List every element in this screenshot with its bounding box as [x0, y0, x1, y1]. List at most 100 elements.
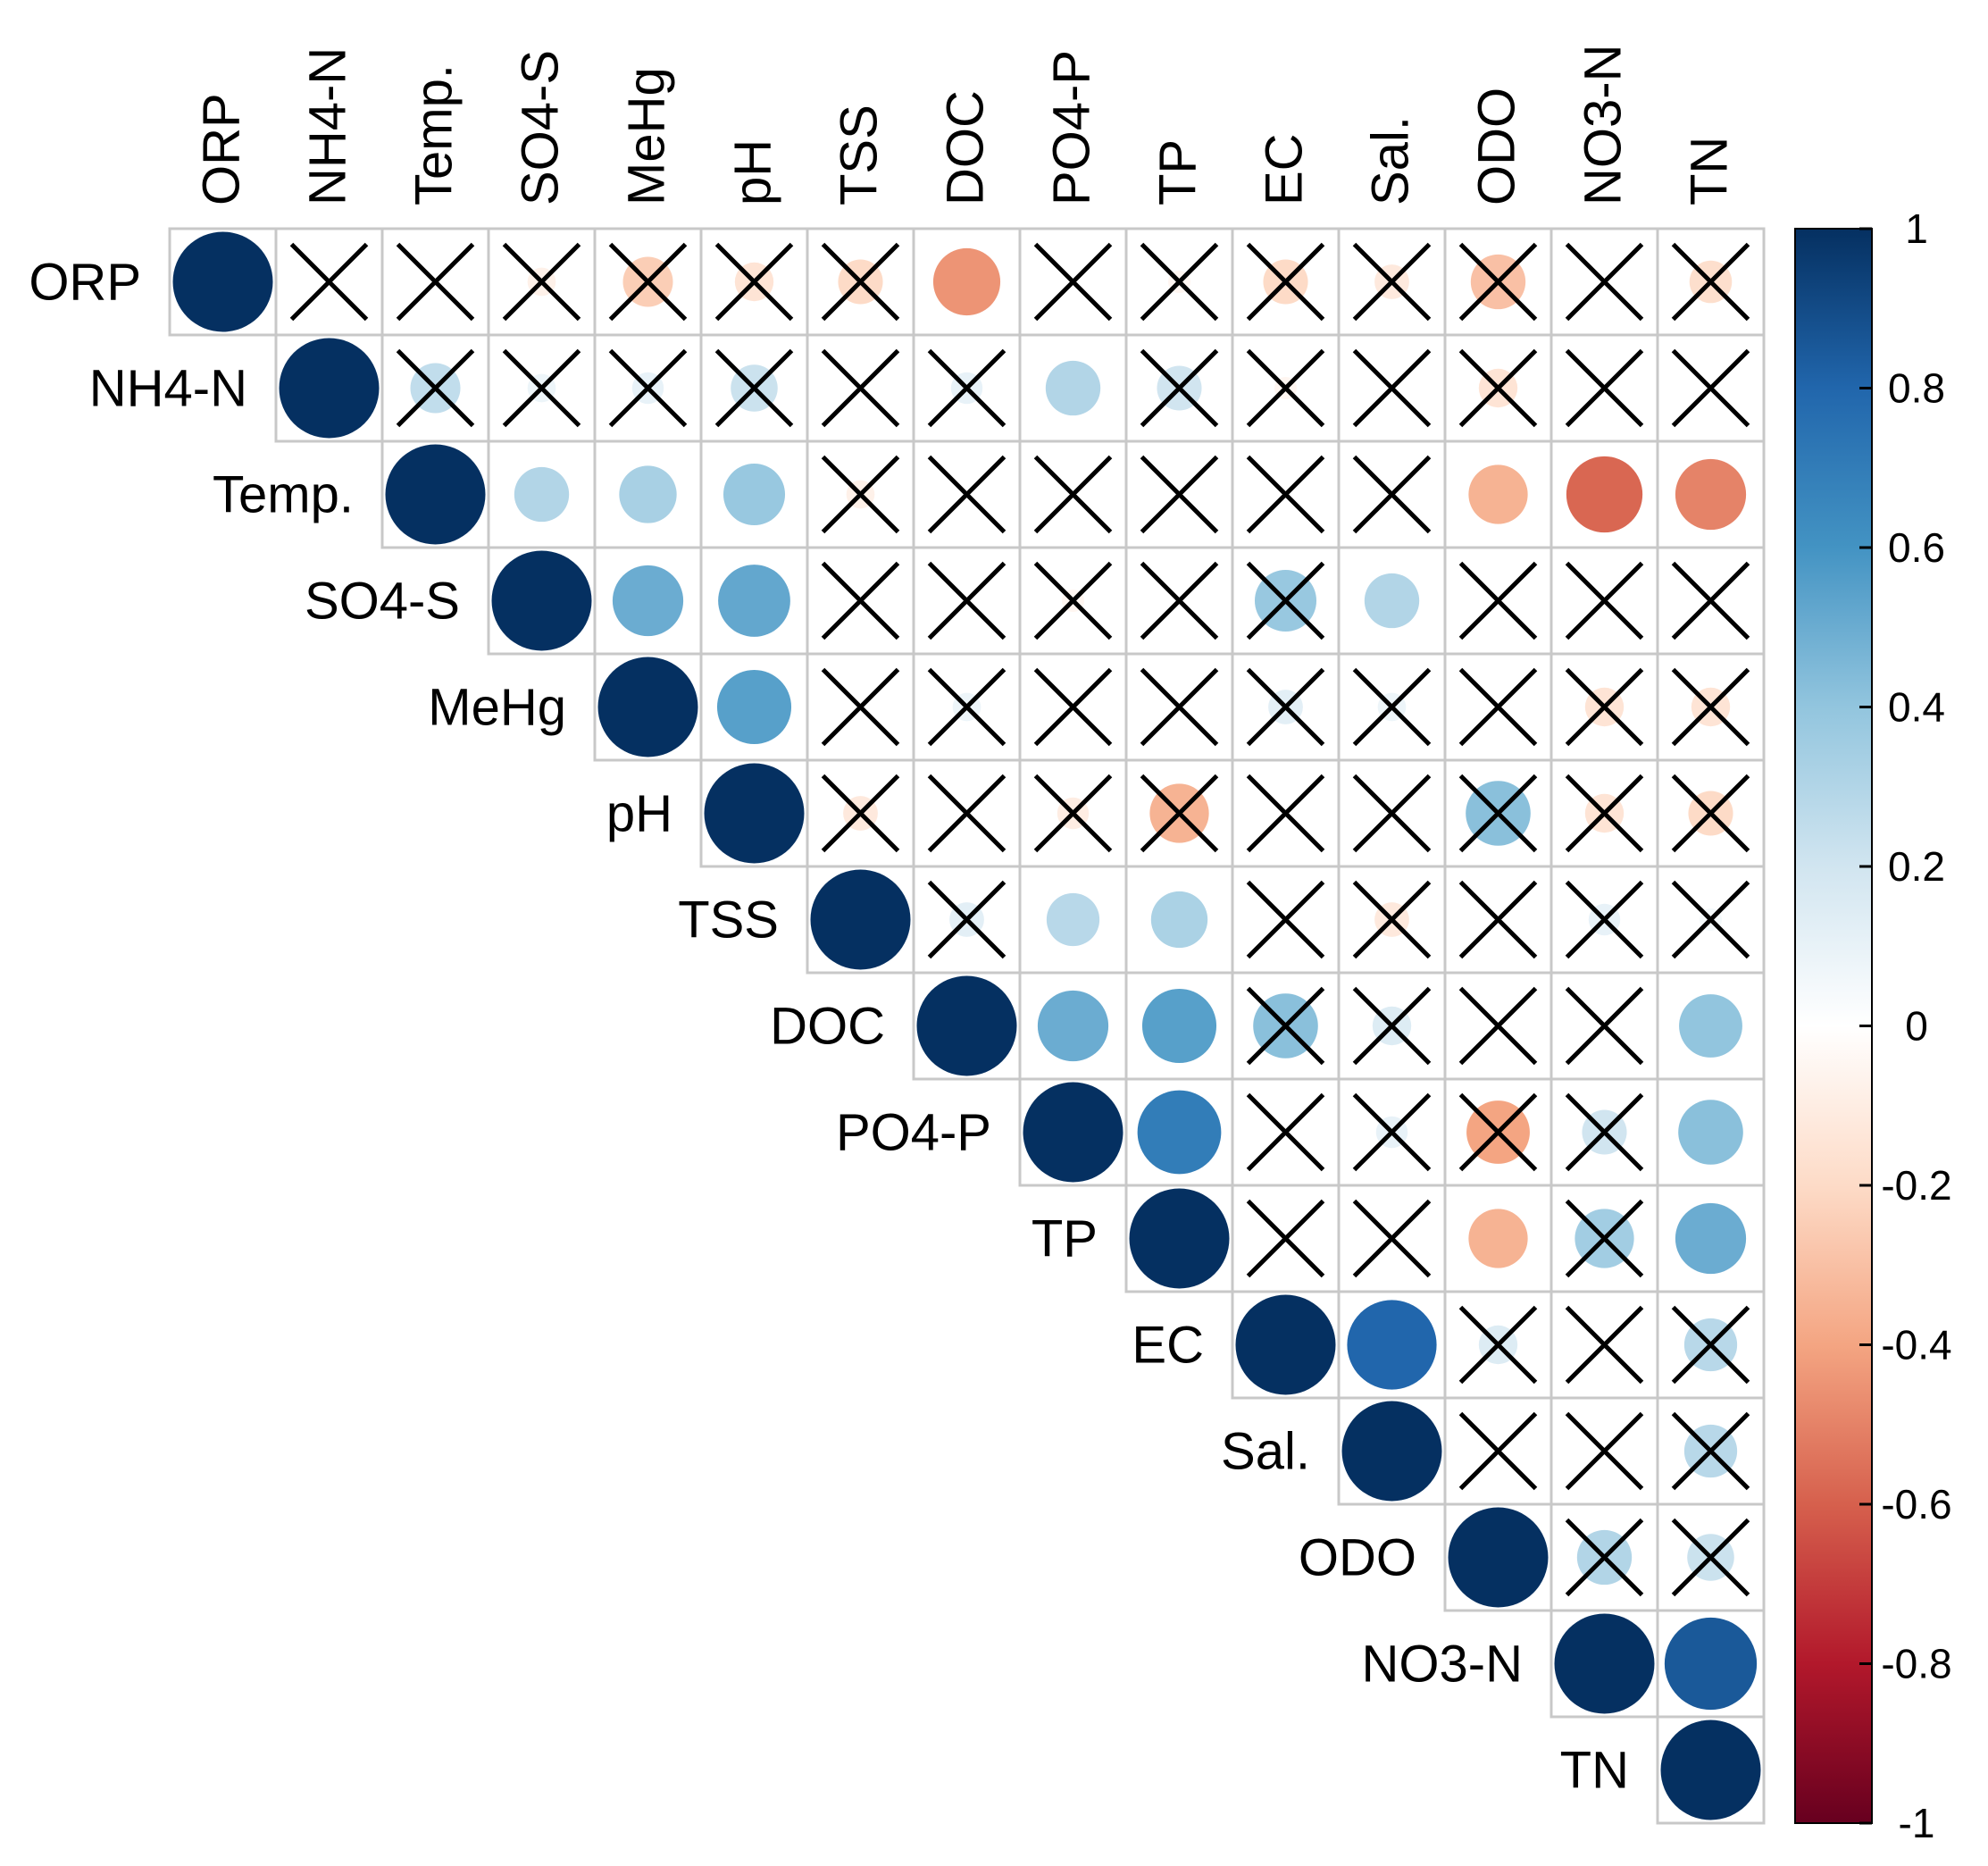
insignificant-cross-icon	[821, 455, 900, 534]
insignificant-cross-icon	[1246, 455, 1325, 534]
insignificant-cross-icon	[1352, 986, 1432, 1066]
insignificant-cross-icon	[1246, 880, 1325, 959]
cell-ec-no3-n	[1549, 1290, 1659, 1400]
cell-tss-odo	[1443, 865, 1553, 975]
cell-orp-nh4-n	[274, 227, 384, 337]
cell-mehg-sal	[1337, 652, 1447, 762]
row-label-mehg: MeHg	[428, 679, 566, 737]
cell-temp-tn	[1656, 439, 1766, 549]
insignificant-cross-icon	[1033, 455, 1113, 534]
insignificant-cross-icon	[1140, 242, 1219, 322]
insignificant-cross-icon	[927, 455, 1007, 534]
insignificant-cross-icon	[1246, 348, 1325, 428]
cell-orp-tp	[1124, 227, 1234, 337]
correlation-circle	[718, 565, 790, 637]
cell-ph-doc	[912, 758, 1022, 868]
insignificant-cross-icon	[1246, 774, 1325, 853]
correlation-circle	[597, 657, 698, 757]
cell-orp-po4-p	[1018, 227, 1128, 337]
cell-doc-no3-n	[1549, 971, 1659, 1081]
cell-nh4-n-tp	[1124, 333, 1234, 443]
cell-doc-sal	[1337, 971, 1447, 1081]
colorbar-tick-label: -0.8	[1881, 1641, 1951, 1687]
insignificant-cross-icon	[821, 667, 900, 747]
cell-nh4-n-ph	[699, 333, 809, 443]
colorbar-tick-label: 0.2	[1888, 843, 1945, 890]
cell-nh4-n-mehg	[593, 333, 703, 443]
insignificant-cross-icon	[502, 348, 581, 428]
insignificant-cross-icon	[1565, 1305, 1644, 1385]
column-label-orp: ORP	[193, 93, 251, 205]
colorbar-tick-label: -0.6	[1881, 1481, 1951, 1527]
correlation-circle	[1046, 892, 1100, 947]
cell-temp-sal	[1337, 439, 1447, 549]
insignificant-cross-icon	[1140, 455, 1219, 534]
insignificant-cross-icon	[502, 242, 581, 322]
insignificant-cross-icon	[1352, 348, 1432, 428]
correlation-circle	[1566, 456, 1643, 533]
column-label-so4-s: SO4-S	[512, 50, 570, 205]
insignificant-cross-icon	[1565, 774, 1644, 853]
insignificant-cross-icon	[1458, 561, 1538, 640]
correlation-circle	[1023, 1082, 1123, 1183]
insignificant-cross-icon	[1565, 986, 1644, 1066]
correlation-circle	[1675, 458, 1747, 531]
cell-tss-po4-p	[1018, 865, 1128, 975]
cell-mehg-mehg	[593, 652, 703, 762]
cell-doc-doc	[912, 971, 1022, 1081]
row-label-tss: TSS	[678, 891, 779, 950]
cell-orp-so4-s	[487, 227, 597, 337]
insignificant-cross-icon	[927, 667, 1007, 747]
cell-tp-tp	[1124, 1184, 1234, 1293]
correlation-circle	[1347, 1300, 1437, 1390]
insignificant-cross-icon	[1671, 348, 1750, 428]
cell-no3-n-tn	[1656, 1609, 1766, 1719]
column-label-tp: TP	[1149, 139, 1207, 205]
cell-sal-sal	[1337, 1396, 1447, 1506]
cell-odo-no3-n	[1549, 1502, 1659, 1612]
insignificant-cross-icon	[1565, 1092, 1644, 1172]
insignificant-cross-icon	[1140, 667, 1219, 747]
insignificant-cross-icon	[1352, 1199, 1432, 1278]
cell-ph-ph	[699, 758, 809, 868]
colorbar-tick-label: -0.4	[1881, 1322, 1951, 1368]
cell-ph-ec	[1231, 758, 1341, 868]
insignificant-cross-icon	[1033, 561, 1113, 640]
cell-tp-sal	[1337, 1184, 1447, 1293]
colorbar-tick-label: 1	[1905, 205, 1928, 252]
insignificant-cross-icon	[821, 242, 900, 322]
correlation-circle	[704, 763, 805, 864]
insignificant-cross-icon	[1565, 1518, 1644, 1597]
correlation-circle	[1037, 990, 1109, 1062]
cell-doc-odo	[1443, 971, 1553, 1081]
cell-po4-p-tn	[1656, 1077, 1766, 1187]
insignificant-cross-icon	[821, 774, 900, 853]
insignificant-cross-icon	[1246, 561, 1325, 640]
insignificant-cross-icon	[1140, 774, 1219, 853]
cell-tss-doc	[912, 865, 1022, 975]
column-label-nh4-n: NH4-N	[299, 47, 357, 205]
correlation-circle	[172, 231, 273, 332]
insignificant-cross-icon	[1671, 880, 1750, 959]
cell-ph-odo	[1443, 758, 1553, 868]
correlation-circle	[723, 463, 786, 526]
cell-temp-temp	[380, 439, 490, 549]
colorbar-legend: 1 0.8 0.6 0.4 0.2 0 -0.2 -0.4 -0.6 -0.8 -1	[1794, 205, 1952, 1846]
cell-nh4-n-sal	[1337, 333, 1447, 443]
correlation-circle	[491, 550, 592, 651]
correlation-circle	[1141, 988, 1217, 1064]
cell-temp-odo	[1443, 439, 1553, 549]
cell-tp-no3-n	[1549, 1184, 1659, 1293]
cell-po4-p-po4-p	[1018, 1077, 1128, 1187]
insignificant-cross-icon	[396, 242, 475, 322]
correlation-circle	[385, 444, 486, 545]
row-label-orp: ORP	[29, 254, 141, 312]
cell-so4-s-mehg	[593, 546, 703, 656]
cell-orp-tn	[1656, 227, 1766, 337]
row-label-ec: EC	[1132, 1317, 1204, 1375]
correlation-circle	[1468, 1209, 1528, 1268]
colorbar-tick-label: 0.8	[1888, 365, 1945, 412]
cell-temp-po4-p	[1018, 439, 1128, 549]
